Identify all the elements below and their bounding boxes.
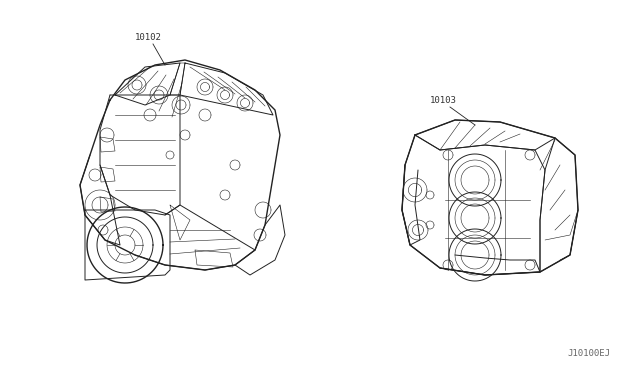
Text: 10103: 10103 [430,96,457,105]
Text: 10102: 10102 [135,33,162,42]
Text: J10100EJ: J10100EJ [567,349,610,358]
